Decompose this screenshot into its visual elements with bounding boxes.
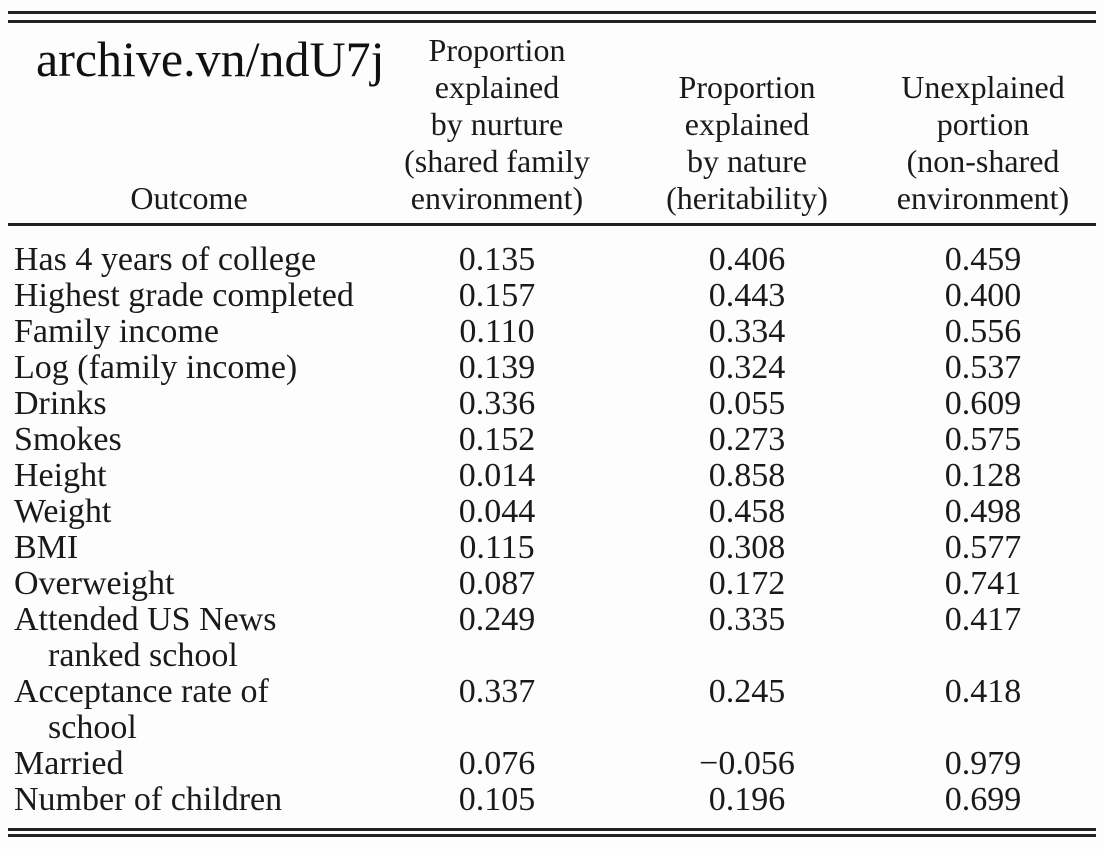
nature-value-cell: 0.308 (708, 528, 786, 566)
nature-value-cell: −0.056 (699, 744, 795, 782)
unexplained-value-cell: 0.556 (944, 312, 1022, 350)
table-bottom-double-rule (8, 828, 1096, 837)
nature-value-cell: 0.245 (708, 672, 786, 710)
table-top-double-rule (8, 11, 1096, 23)
table-row: Has 4 years of college 0.135 0.406 0.459 (8, 224, 1096, 278)
outcome-label-line: Drinks (14, 384, 107, 422)
nurture-value-cell: 0.087 (458, 564, 536, 602)
outcome-cell: Attended US News ranked school (8, 600, 370, 674)
table-row: Smokes 0.152 0.273 0.575 (8, 420, 1096, 458)
unexplained-value-cell: 0.699 (944, 780, 1022, 818)
nurture-value-cell: 0.139 (458, 348, 536, 386)
unexplained-value-cell: 0.979 (944, 744, 1022, 782)
outcome-cell: Overweight (8, 564, 370, 602)
table-row: Overweight 0.087 0.172 0.741 (8, 564, 1096, 602)
nurture-value-cell: 0.105 (458, 780, 536, 818)
nurture-value-cell: 0.337 (458, 672, 536, 710)
unexplained-value-cell: 0.400 (944, 276, 1022, 314)
outcome-cell: Highest grade completed (8, 276, 370, 314)
nurture-value-cell: 0.249 (458, 600, 536, 638)
outcome-label-line: Smokes (14, 420, 122, 458)
table-row: Weight 0.044 0.458 0.498 (8, 492, 1096, 530)
nurture-value-cell: 0.076 (458, 744, 536, 782)
nurture-value-cell: 0.110 (459, 312, 535, 350)
nature-value-cell: 0.443 (708, 276, 786, 314)
outcome-label-line: school (48, 708, 137, 746)
nature-value-cell: 0.055 (708, 384, 786, 422)
nature-value-cell: 0.172 (708, 564, 786, 602)
table-row: Height 0.014 0.858 0.128 (8, 456, 1096, 494)
outcome-cell: Married (8, 744, 370, 782)
unexplained-value-cell: 0.459 (944, 240, 1022, 278)
nature-value-cell: 0.196 (708, 780, 786, 818)
outcome-label-line: Height (14, 456, 107, 494)
outcome-cell: BMI (8, 528, 370, 566)
nurture-value-cell: 0.044 (458, 492, 536, 530)
nurture-value-cell: 0.135 (458, 240, 536, 278)
outcome-cell: Number of children (8, 780, 370, 818)
outcome-cell: Acceptance rate of school (8, 672, 370, 746)
table-row: Highest grade completed 0.157 0.443 0.40… (8, 276, 1096, 314)
nature-value-cell: 0.858 (708, 456, 786, 494)
nature-value-cell: 0.458 (708, 492, 786, 530)
column-header-unexplained: Unexplained portion (non-shared environm… (870, 22, 1096, 226)
heritability-outcomes-table: Outcome Proportion explained by nurture … (8, 22, 1096, 818)
unexplained-value-cell: 0.609 (944, 384, 1022, 422)
table-row: Number of children 0.105 0.196 0.699 (8, 780, 1096, 818)
unexplained-value-cell: 0.537 (944, 348, 1022, 386)
unexplained-value-cell: 0.128 (944, 456, 1022, 494)
unexplained-value-cell: 0.575 (944, 420, 1022, 458)
nurture-value-cell: 0.336 (458, 384, 536, 422)
unexplained-value-cell: 0.498 (944, 492, 1022, 530)
nurture-value-cell: 0.152 (458, 420, 536, 458)
outcome-label-line: Attended US News (14, 600, 277, 638)
table-body: Has 4 years of college 0.135 0.406 0.459… (8, 224, 1096, 818)
nature-value-cell: 0.334 (708, 312, 786, 350)
outcome-label-line: BMI (14, 528, 79, 566)
outcome-label-line: Overweight (14, 564, 175, 602)
outcome-cell: Drinks (8, 384, 370, 422)
unexplained-value-cell: 0.417 (944, 600, 1022, 638)
nature-value-cell: 0.406 (708, 240, 786, 278)
column-header-nature: Proportion explained by nature (heritabi… (624, 22, 870, 226)
nature-value-cell: 0.335 (708, 600, 786, 638)
table-row: Drinks 0.336 0.055 0.609 (8, 384, 1096, 422)
column-header-outcome: Outcome (8, 22, 370, 226)
table-row: BMI 0.115 0.308 0.577 (8, 528, 1096, 566)
table-row: Attended US News ranked school 0.249 0.33… (8, 600, 1096, 674)
unexplained-value-cell: 0.418 (944, 672, 1022, 710)
table-row: Log (family income) 0.139 0.324 0.537 (8, 348, 1096, 386)
nurture-value-cell: 0.115 (459, 528, 535, 566)
outcome-cell: Log (family income) (8, 348, 370, 386)
unexplained-value-cell: 0.741 (944, 564, 1022, 602)
table-row: Acceptance rate of school 0.337 0.245 0.4… (8, 672, 1096, 746)
nurture-value-cell: 0.014 (458, 456, 536, 494)
nature-value-cell: 0.324 (708, 348, 786, 386)
outcome-cell: Weight (8, 492, 370, 530)
outcome-label-line: ranked school (48, 636, 238, 674)
outcome-cell: Height (8, 456, 370, 494)
column-header-nurture: Proportion explained by nurture (shared … (370, 22, 624, 226)
nurture-value-cell: 0.157 (458, 276, 536, 314)
unexplained-value-cell: 0.577 (944, 528, 1022, 566)
outcome-cell: Family income (8, 312, 370, 350)
outcome-cell: Has 4 years of college (8, 224, 370, 278)
outcome-cell: Smokes (8, 420, 370, 458)
outcome-label-line: Acceptance rate of (14, 672, 269, 710)
outcome-label-line: Married (14, 744, 124, 782)
table-row: Family income 0.110 0.334 0.556 (8, 312, 1096, 350)
outcome-label-line: Highest grade completed (14, 276, 354, 314)
outcome-label-line: Has 4 years of college (14, 240, 317, 278)
outcome-label-line: Log (family income) (14, 348, 298, 386)
nature-value-cell: 0.273 (708, 420, 786, 458)
outcome-label-line: Weight (14, 492, 112, 530)
table-row: Married 0.076 −0.056 0.979 (8, 744, 1096, 782)
outcome-label-line: Family income (14, 312, 219, 350)
table-header: Outcome Proportion explained by nurture … (8, 22, 1096, 226)
outcome-label-line: Number of children (14, 780, 283, 818)
